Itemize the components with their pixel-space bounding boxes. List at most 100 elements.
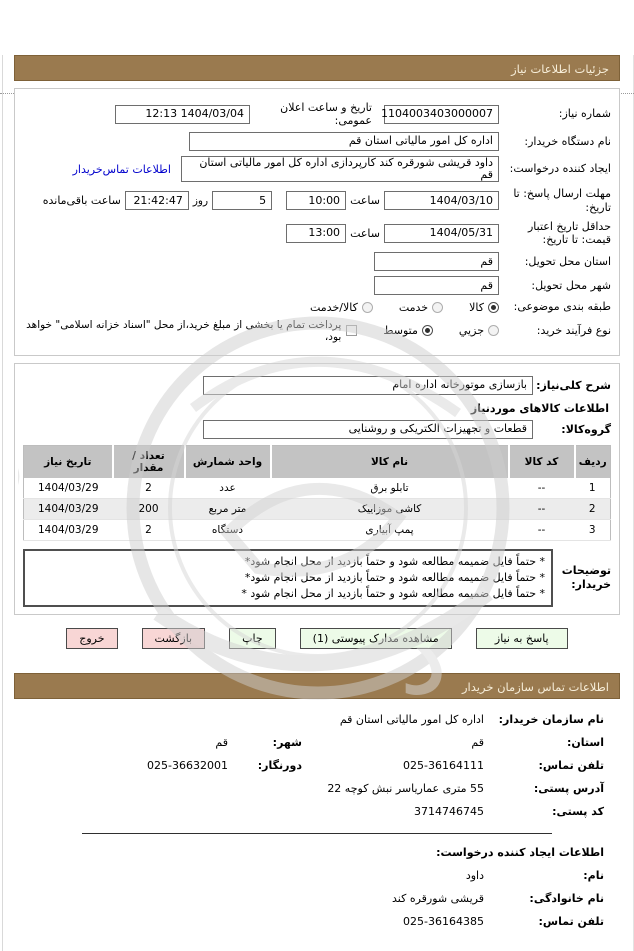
row-need-description: شرح کلی‌نیاز: بازسازی موتورخانه اداره ام…: [23, 375, 611, 395]
radio-icon-medium[interactable]: [421, 325, 433, 337]
delivery-province-field[interactable]: قم: [374, 252, 499, 272]
goods-group-label: گروه‌کالا:: [561, 422, 611, 436]
phone-value: 025-36164111: [403, 758, 484, 772]
validity-time-field[interactable]: 13:00: [286, 223, 347, 243]
radio-option-goods[interactable]: کالا: [469, 301, 499, 314]
radio-icon-service[interactable]: [432, 301, 444, 313]
exit-button[interactable]: خروج: [66, 627, 118, 649]
buyer-contact-section: نام سازمان خریدار: اداره کل امور مالیاتی…: [30, 713, 604, 818]
radio-label-goods-service: کالا/خدمت: [310, 300, 358, 314]
row-org-name: نام سازمان خریدار: اداره کل امور مالیاتی…: [30, 713, 604, 726]
treasury-checkbox[interactable]: [346, 325, 358, 337]
days-remaining-field[interactable]: 5: [212, 191, 273, 211]
creator-info-heading: اطلاعات ایجاد کننده درخواست:: [436, 845, 604, 859]
col-header-row-number: ردیف: [573, 445, 611, 478]
creator-label: ایجاد کننده درخواست:: [509, 162, 611, 176]
row-province-city: استان: قم شهر: قم: [30, 736, 604, 749]
view-attached-docs-button[interactable]: مشاهده مدارک پیوستی (1): [299, 627, 452, 649]
cell-unit: عدد: [184, 477, 271, 499]
respond-to-need-button[interactable]: پاسخ به نیاز: [475, 627, 568, 649]
row-last-name: نام خانوادگی: قریشی شورقره کند: [30, 892, 604, 905]
org-name-label: نام سازمان خریدار:: [498, 712, 604, 726]
cell-item-code: --: [508, 477, 575, 499]
province-value: قم: [471, 735, 484, 749]
delivery-city-label: شهر محل تحویل:: [531, 278, 611, 292]
buyer-note-line: * حتماً فایل ضمیمه مطالعه شود و حتماً با…: [244, 554, 545, 568]
section-divider-line: [82, 832, 552, 834]
creator-field[interactable]: داود قریشی شورقره کند کارپردازی اداره کل…: [181, 156, 499, 183]
buyer-note-line: * حتماً فایل ضمیمه مطالعه شود و حتماً با…: [241, 586, 545, 600]
radio-label-medium: متوسط: [383, 324, 418, 338]
goods-group-field[interactable]: قطعات و تجهیزات الکتریکی و روشنایی: [203, 419, 533, 439]
first-name-label: نام:: [583, 868, 604, 882]
treasury-checkbox-option[interactable]: پرداخت تمام یا بخشی از مبلغ خرید،از محل …: [23, 319, 358, 343]
radio-icon-goods-service[interactable]: [361, 301, 373, 313]
classification-label: طبقه بندی موضوعی:: [513, 300, 611, 314]
province-label: استان:: [567, 735, 604, 749]
table-row: 3 -- پمپ آبیاری دستگاه 2 1404/03/29: [23, 519, 611, 541]
row-postal-code: کد پستی: 3714746745: [30, 805, 604, 818]
cell-row-number: 3: [574, 519, 611, 541]
row-price-validity: حداقل تاریخ اعتبار قیمت: تا تاریخ: 1404/…: [23, 220, 611, 248]
buyer-notes-field[interactable]: * حتماً فایل ضمیمه مطالعه شود و حتماً با…: [23, 548, 553, 607]
row-phone-fax: تلفن تماس: 025-36164111 دورنگار: 025-366…: [30, 759, 604, 772]
deadline-date-field[interactable]: 1404/03/10: [384, 191, 499, 211]
org-name-value: اداره کل امور مالیاتی استان قم: [339, 712, 484, 726]
radio-label-goods: کالا: [469, 300, 484, 314]
cell-need-date: 1404/03/29: [23, 498, 113, 520]
buyer-org-field[interactable]: اداره کل امور مالیاتی استان قم: [189, 132, 499, 151]
creator-phone-value: 025-36164385: [403, 914, 484, 928]
validity-label: حداقل تاریخ اعتبار قیمت: تا تاریخ:: [527, 219, 611, 247]
radio-option-minor[interactable]: جزیي: [459, 324, 499, 337]
row-buyer-notes: توضیحات خریدار: * حتماً فایل ضمیمه مطالع…: [23, 548, 611, 607]
radio-icon-goods[interactable]: [488, 301, 499, 313]
deadline-hour-label: ساعت: [350, 194, 380, 208]
goods-table-header-row: ردیف کد کالا نام کالا واحد شمارش تعداد /…: [23, 445, 611, 478]
postal-code-label: کد پستی:: [552, 804, 604, 818]
announce-datetime-field[interactable]: 1404/03/04 12:13: [115, 104, 250, 124]
request-creator-section: اطلاعات ایجاد کننده درخواست: نام: داود ن…: [30, 846, 604, 928]
cell-item-name: تابلو برق: [270, 477, 509, 499]
cell-row-number: 1: [574, 477, 611, 499]
page-left-border: [2, 55, 3, 951]
postal-code-value: 3714746745: [414, 804, 484, 818]
row-classification: طبقه بندی موضوعی: کالا خدمت کالا/خدمت: [23, 300, 611, 314]
row-deadline: مهلت ارسال پاسخ: تا تاریخ: 1404/03/10 سا…: [23, 187, 611, 215]
creator-phone-label: تلفن تماس:: [538, 914, 604, 928]
section-header-buyer-contact: اطلاعات تماس سازمان خریدار: [14, 672, 620, 699]
section-title: جزئیات اطلاعات نیاز: [511, 62, 609, 76]
goods-info-heading: اطلاعات کالاهای موردنیاز: [470, 401, 609, 415]
back-button[interactable]: بازگشت: [141, 627, 206, 649]
radio-option-goods-service[interactable]: کالا/خدمت: [310, 301, 373, 314]
announce-label: تاریخ و ساعت اعلان عمومی:: [280, 101, 372, 127]
deadline-label: مهلت ارسال پاسخ: تا تاریخ:: [513, 187, 611, 214]
cell-item-name: پمپ آبیاری: [270, 519, 509, 541]
delivery-city-field[interactable]: قم: [374, 276, 499, 296]
remaining-label: ساعت باقی‌مانده: [42, 194, 121, 208]
postal-address-label: آدرس پستی:: [533, 781, 604, 795]
radio-label-service: خدمت: [398, 300, 429, 314]
cell-item-code: --: [508, 498, 575, 520]
col-header-item-name: نام کالا: [269, 445, 509, 478]
radio-option-service[interactable]: خدمت: [398, 300, 444, 314]
validity-date-field[interactable]: 1404/05/31: [384, 223, 499, 243]
row-need-number: شماره نیاز: 1104003403000007 تاریخ و ساع…: [23, 101, 611, 127]
need-info-panel: شماره نیاز: 1104003403000007 تاریخ و ساع…: [14, 88, 620, 356]
radio-option-medium[interactable]: متوسط: [383, 324, 433, 337]
need-number-field[interactable]: 1104003403000007: [381, 104, 499, 124]
row-process-type: نوع فرآیند خرید: جزیي متوسط پرداخت تمام …: [23, 319, 611, 343]
cell-quantity: 2: [112, 477, 185, 499]
radio-icon-minor[interactable]: [488, 325, 499, 337]
buyer-note-line: * حتماً فایل ضمیمه مطالعه شود و حتماً با…: [244, 570, 545, 584]
buyer-contact-link[interactable]: اطلاعات تماس‌خریدار: [72, 162, 171, 176]
city-value: قم: [215, 735, 228, 749]
deadline-time-field[interactable]: 10:00: [286, 191, 347, 211]
delivery-province-label: استان محل تحویل:: [524, 254, 611, 268]
need-description-field[interactable]: بازسازی موتورخانه اداره امام: [203, 375, 533, 395]
print-button[interactable]: چاپ: [229, 627, 276, 649]
col-header-need-date: تاریخ نیاز: [23, 445, 113, 478]
cell-need-date: 1404/03/29: [23, 477, 113, 499]
cell-need-date: 1404/03/29: [23, 519, 113, 541]
need-description-label: شرح کلی‌نیاز:: [536, 378, 611, 392]
time-remaining-field[interactable]: 21:42:47: [124, 191, 189, 211]
